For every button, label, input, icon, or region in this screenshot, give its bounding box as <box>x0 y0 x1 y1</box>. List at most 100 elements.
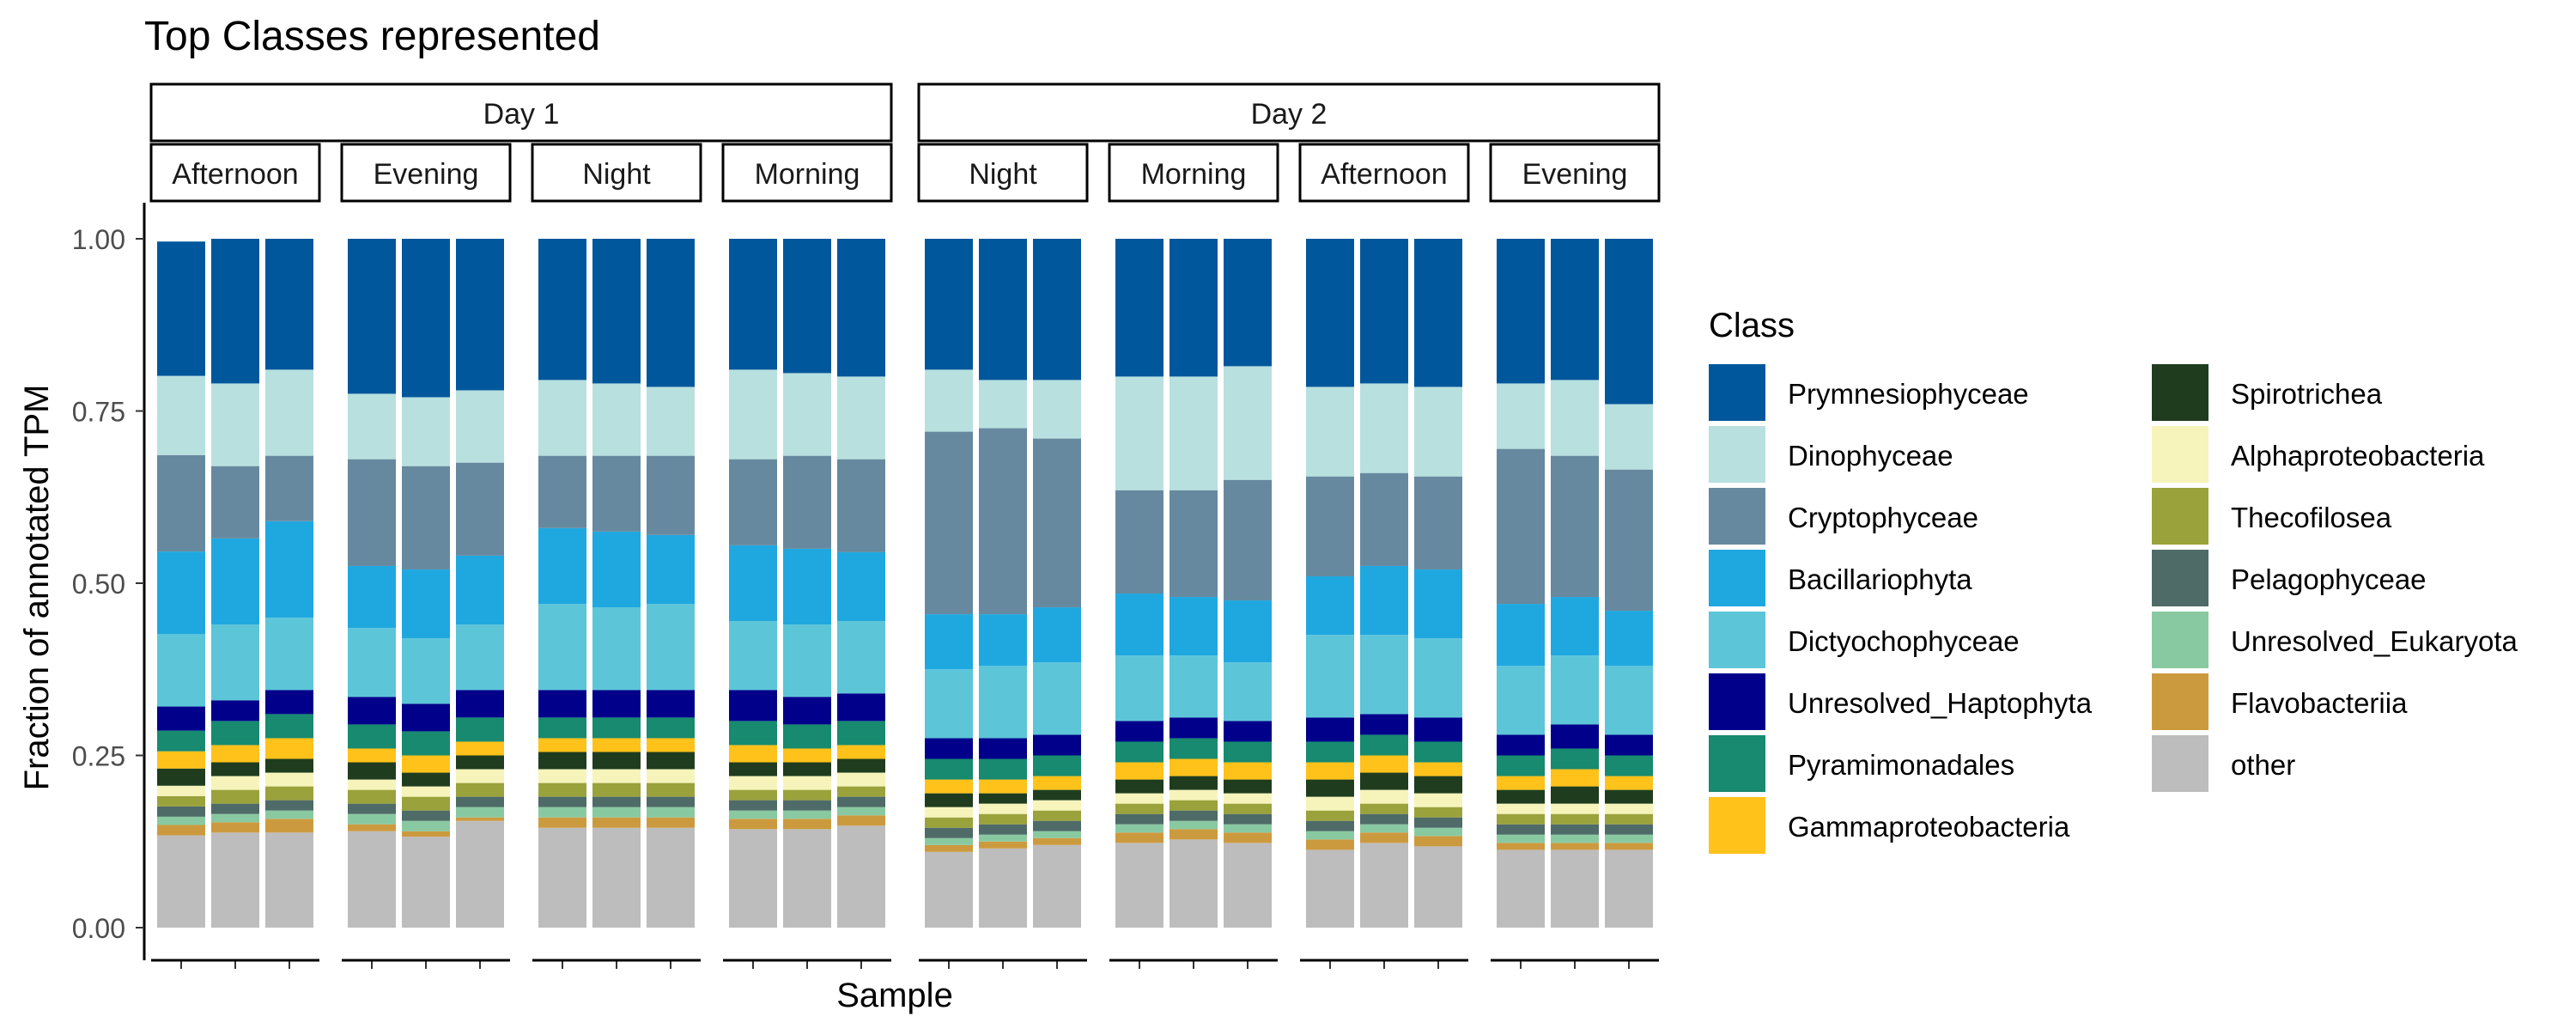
bar-segment <box>979 428 1027 615</box>
bar-segment <box>456 769 504 783</box>
bar-segment <box>402 837 450 928</box>
bar-segment <box>157 634 205 707</box>
bar-segment <box>1170 376 1218 490</box>
bar-segment <box>925 793 973 807</box>
bar-segment <box>1497 383 1545 449</box>
bar-segment <box>979 239 1027 381</box>
bar-segment <box>925 431 973 615</box>
bar-segment <box>402 703 450 732</box>
bar-segment <box>1170 717 1218 739</box>
bar-segment <box>1306 839 1354 850</box>
bar-segment <box>456 741 504 756</box>
panel-strip-label: Evening <box>1522 158 1628 191</box>
bar-segment <box>1497 824 1545 835</box>
bar-segment <box>783 819 831 830</box>
panel-strip <box>149 143 321 203</box>
bar-segment <box>211 700 259 721</box>
bar-segment <box>157 825 205 836</box>
bar-segment <box>265 738 313 759</box>
bar-segment <box>925 827 973 838</box>
bar-segment <box>265 832 313 928</box>
bar-segment <box>456 624 504 691</box>
bar-segment <box>265 758 313 773</box>
bar-segment <box>1033 820 1081 831</box>
legend-label: Bacillariophyta <box>1788 563 1972 595</box>
bar-segment <box>1306 717 1354 742</box>
bar-segment <box>1224 813 1272 825</box>
bar-segment <box>348 824 396 831</box>
plot-area: Afternoon Evening Night Morning Day 1 Night Mo… <box>149 82 1661 969</box>
bar-segment <box>1497 604 1545 667</box>
bar-segment <box>348 393 396 460</box>
bar-segment <box>265 455 313 521</box>
panel-strip-label: Night <box>582 158 651 191</box>
legend-label: Alphaproteobacteria <box>2231 440 2485 472</box>
bar-segment <box>402 397 450 466</box>
legend-swatch <box>1709 673 1765 730</box>
bar-segment <box>348 803 396 814</box>
bar-segment <box>979 813 1027 825</box>
bar-segment <box>783 800 831 811</box>
bar-segment <box>456 817 504 821</box>
bar-segment <box>1605 813 1653 825</box>
bar-segment <box>1360 472 1408 566</box>
bar-segment <box>211 383 259 466</box>
bar-segment <box>1360 714 1408 735</box>
panel-strip-label: Evening <box>374 158 479 191</box>
bar-segment <box>211 813 259 823</box>
bar-segment <box>1360 772 1408 790</box>
bar-segment <box>925 758 973 780</box>
legend-label: Unresolved_Eukaryota <box>2231 625 2518 657</box>
bar-segment <box>1414 387 1462 477</box>
bar-segment <box>729 239 777 370</box>
bar-segment <box>402 239 450 398</box>
bar-segment <box>1224 762 1272 780</box>
bar-segment <box>1224 793 1272 804</box>
day-strip <box>917 82 1661 143</box>
bar-segment <box>783 776 831 790</box>
bar-segment <box>1497 813 1545 825</box>
legend-label: Cryptophyceae <box>1788 502 1978 533</box>
bar-segment <box>729 829 777 928</box>
panel-strip-label: Morning <box>1141 158 1247 191</box>
bar-segment <box>837 758 885 773</box>
bar-segment <box>647 239 695 387</box>
bar-segment <box>837 693 885 721</box>
bar-segment <box>592 717 641 739</box>
bar-segment <box>402 831 450 837</box>
bar-segment <box>1170 239 1218 377</box>
bar-segment <box>1224 721 1272 742</box>
bar-segment <box>265 239 313 370</box>
legend-label: Flavobacteriia <box>2231 687 2408 719</box>
bar-segment <box>348 724 396 749</box>
bar-segment <box>1360 635 1408 715</box>
bar-segment <box>647 782 695 797</box>
panel-strip <box>721 143 893 203</box>
bar-segment <box>1551 769 1599 787</box>
bar-segment <box>265 714 313 739</box>
bar-segment <box>592 607 641 691</box>
bar-segment <box>1360 832 1408 843</box>
bar-segment <box>1551 843 1599 850</box>
bar-segment <box>1033 755 1081 776</box>
bar-segment <box>783 697 831 725</box>
bar-segment <box>783 724 831 749</box>
bar-segment <box>1224 832 1272 843</box>
bar-segment <box>1033 662 1081 735</box>
bar-segment <box>1170 655 1218 718</box>
legend-swatch <box>2152 488 2208 545</box>
bar-segment <box>1605 843 1653 850</box>
bar-segment <box>1224 824 1272 833</box>
bar-segment <box>783 373 831 456</box>
bar-segment <box>348 239 396 394</box>
bar-segment <box>783 748 831 763</box>
bar-segment <box>402 796 450 811</box>
bar-segment <box>456 462 504 556</box>
bar-segment <box>456 555 504 625</box>
day-strip-label: Day 1 <box>483 98 560 131</box>
bar-segment <box>348 831 396 928</box>
bar-segment <box>837 621 885 694</box>
bar-segment <box>729 459 777 545</box>
